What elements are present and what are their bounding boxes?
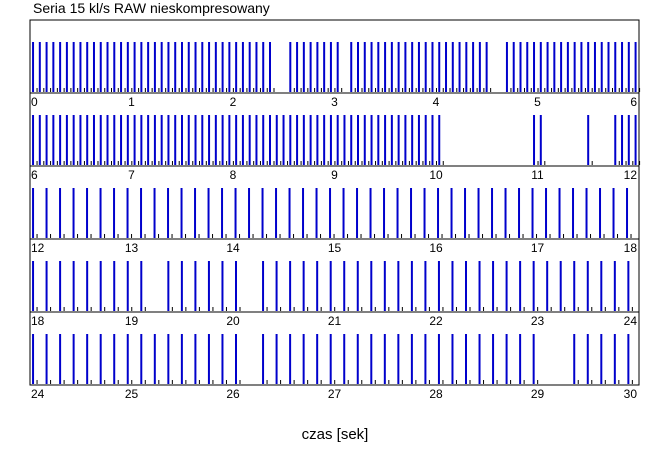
row-frame [29,311,640,386]
x-tick-label: 6 [31,168,38,182]
x-tick-label: 6 [630,95,637,109]
x-tick-label: 13 [125,241,139,255]
x-tick-label: 27 [328,387,342,401]
x-tick-label: 1 [128,95,135,109]
x-tick-label: 30 [624,387,638,401]
x-tick-label: 4 [433,95,440,109]
x-tick-label: 12 [31,241,45,255]
x-tick-label: 18 [624,241,638,255]
x-tick-label: 28 [429,387,443,401]
x-tick-label: 23 [531,314,545,328]
x-tick-label: 16 [429,241,443,255]
x-tick-label: 11 [531,168,544,182]
x-tick-label: 12 [624,168,638,182]
x-tick-label: 18 [31,314,45,328]
x-tick-label: 25 [125,387,139,401]
x-tick-label: 10 [429,168,443,182]
x-tick-label: 17 [531,241,545,255]
x-tick-label: 14 [226,241,240,255]
x-tick-label: 9 [331,168,338,182]
x-tick-label: 24 [31,387,45,401]
x-tick-label: 5 [534,95,541,109]
x-tick-label: 7 [128,168,135,182]
x-tick-label: 0 [31,95,38,109]
x-tick-label: 19 [125,314,139,328]
x-tick-label: 3 [331,95,338,109]
x-tick-label: 26 [226,387,240,401]
x-tick-label: 22 [429,314,443,328]
x-tick-label: 20 [226,314,240,328]
x-tick-label: 8 [230,168,237,182]
x-tick-label: 15 [328,241,342,255]
x-tick-label: 21 [328,314,342,328]
x-tick-label: 2 [230,95,237,109]
chart-title: Seria 15 kl/s RAW nieskompresowany [33,0,270,16]
x-axis-label: czas [sek] [301,426,369,443]
x-tick-label: 24 [624,314,638,328]
x-tick-label: 29 [531,387,545,401]
